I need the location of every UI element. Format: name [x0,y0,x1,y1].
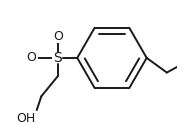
Text: OH: OH [16,112,35,125]
Text: O: O [26,51,36,64]
Text: S: S [53,51,62,65]
Text: O: O [53,30,63,43]
